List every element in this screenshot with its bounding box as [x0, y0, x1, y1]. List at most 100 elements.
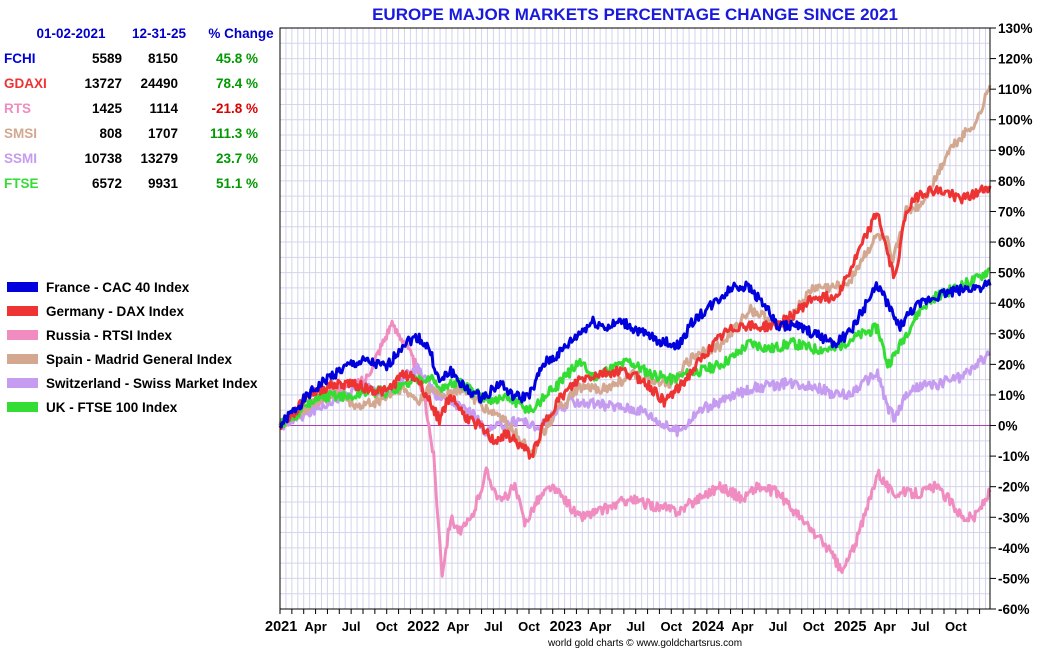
plot-frame	[279, 27, 991, 610]
summary-table: 01-02-2021 12-31-25 % Change FCHI 5589 815…	[4, 26, 274, 191]
y-tick-label: -40%	[998, 541, 1030, 556]
gridlines	[279, 27, 990, 610]
legend-label: UK - FTSE 100 Index	[46, 400, 178, 415]
x-month-label: Oct	[945, 619, 967, 634]
row-change: 51.1 %	[216, 176, 258, 191]
x-month-label: Jul	[911, 619, 930, 634]
x-month-label: Oct	[660, 619, 682, 634]
table-row: FCHI 5589 8150 45.8 %	[4, 51, 258, 66]
legend-label: Spain - Madrid General Index	[46, 352, 233, 367]
y-tick-label: -10%	[998, 449, 1030, 464]
y-tick-label: 80%	[998, 174, 1025, 189]
y-tick-label: 0%	[998, 419, 1018, 434]
y-axis: 130% 120% 110% 100% 90% 80% 70% 60% 50% 40% 30% 20%…	[990, 21, 1033, 617]
legend-item: UK - FTSE 100 Index	[7, 400, 178, 415]
legend-item: Switzerland - Swiss Market Index	[7, 376, 258, 391]
table-row: SSMI 10738 13279 23.7 %	[4, 151, 258, 166]
x-month-label: Jul	[484, 619, 503, 634]
x-month-label: Oct	[518, 619, 540, 634]
table-row: GDAXI 13727 24490 78.4 %	[4, 76, 258, 91]
y-tick-label: -60%	[998, 602, 1030, 617]
row-symbol: FCHI	[4, 51, 36, 66]
table-header-change: % Change	[208, 26, 274, 41]
series-line-2	[278, 184, 992, 460]
legend-item: Russia - RTSI Index	[7, 328, 173, 343]
legend-label: Switzerland - Swiss Market Index	[46, 376, 258, 391]
x-month-label: Apr	[874, 619, 896, 634]
table-row: SMSI 808 1707 111.3 %	[4, 126, 258, 141]
x-month-label: Jul	[626, 619, 645, 634]
table-header-end: 12-31-25	[132, 26, 187, 41]
x-year-label: 2021	[265, 619, 297, 635]
x-month-label: Apr	[731, 619, 753, 634]
x-month-label: Jul	[342, 619, 361, 634]
series-line-3	[278, 319, 992, 578]
row-start: 1425	[92, 101, 123, 116]
row-end: 1114	[149, 101, 178, 116]
legend-swatch	[7, 402, 38, 412]
y-tick-label: 10%	[998, 388, 1025, 403]
y-tick-label: 40%	[998, 296, 1025, 311]
row-start: 6572	[92, 176, 122, 191]
row-symbol: GDAXI	[4, 76, 47, 91]
y-tick-label: -30%	[998, 510, 1030, 525]
row-symbol: SMSI	[4, 126, 37, 141]
table-row: RTS 1425 1114 -21.8 %	[4, 101, 258, 116]
x-month-label: Oct	[803, 619, 825, 634]
y-tick-label: 50%	[998, 266, 1025, 281]
series-lines	[278, 84, 992, 578]
legend-swatch	[7, 282, 38, 292]
legend-swatch	[7, 354, 38, 364]
row-symbol: FTSE	[4, 176, 39, 191]
legend-item: France - CAC 40 Index	[7, 280, 190, 295]
legend-swatch	[7, 330, 38, 340]
y-tick-label: 100%	[998, 113, 1033, 128]
x-year-label: 2023	[550, 619, 582, 635]
y-tick-label: 30%	[998, 327, 1025, 342]
legend-swatch	[7, 378, 38, 388]
row-end: 1707	[148, 126, 178, 141]
x-month-label: Oct	[376, 619, 398, 634]
chart-title: EUROPE MAJOR MARKETS PERCENTAGE CHANGE S…	[372, 5, 898, 24]
row-symbol: RTS	[4, 101, 31, 116]
legend-label: France - CAC 40 Index	[46, 280, 190, 295]
legend: France - CAC 40 Index Germany - DAX Index…	[7, 280, 258, 415]
y-tick-label: 20%	[998, 357, 1025, 372]
x-year-label: 2022	[407, 619, 439, 635]
row-symbol: SSMI	[4, 151, 37, 166]
y-tick-label: 70%	[998, 204, 1025, 219]
row-start: 13727	[84, 76, 122, 91]
row-end: 13279	[140, 151, 178, 166]
row-change: 111.3 %	[210, 126, 258, 141]
x-month-label: Apr	[304, 619, 326, 634]
row-change: 45.8 %	[216, 51, 258, 66]
row-change: 23.7 %	[216, 151, 258, 166]
y-tick-label: 130%	[998, 21, 1033, 36]
table-row: FTSE 6572 9931 51.1 %	[4, 176, 258, 191]
x-month-label: Apr	[589, 619, 611, 634]
y-tick-label: 60%	[998, 235, 1025, 250]
y-tick-label: 90%	[998, 143, 1025, 158]
x-month-label: Apr	[447, 619, 469, 634]
table-header-start: 01-02-2021	[36, 26, 106, 41]
row-start: 10738	[84, 151, 122, 166]
legend-swatch	[7, 306, 38, 316]
x-year-label: 2025	[834, 619, 866, 635]
y-tick-label: 120%	[998, 52, 1033, 67]
credit-text: world gold charts © www.goldchartsrus.co…	[547, 638, 742, 649]
row-end: 8150	[148, 51, 178, 66]
series-line-1	[278, 279, 992, 429]
y-tick-label: -50%	[998, 571, 1030, 586]
row-change: 78.4 %	[216, 76, 258, 91]
legend-item: Spain - Madrid General Index	[7, 352, 233, 367]
x-year-label: 2024	[692, 619, 724, 635]
row-start: 808	[99, 126, 122, 141]
row-end: 9931	[148, 176, 179, 191]
row-change: -21.8 %	[211, 101, 258, 116]
series-line-6	[278, 267, 991, 429]
legend-label: Germany - DAX Index	[46, 304, 185, 319]
legend-item: Germany - DAX Index	[7, 304, 185, 319]
row-end: 24490	[140, 76, 178, 91]
y-tick-label: 110%	[998, 82, 1032, 97]
